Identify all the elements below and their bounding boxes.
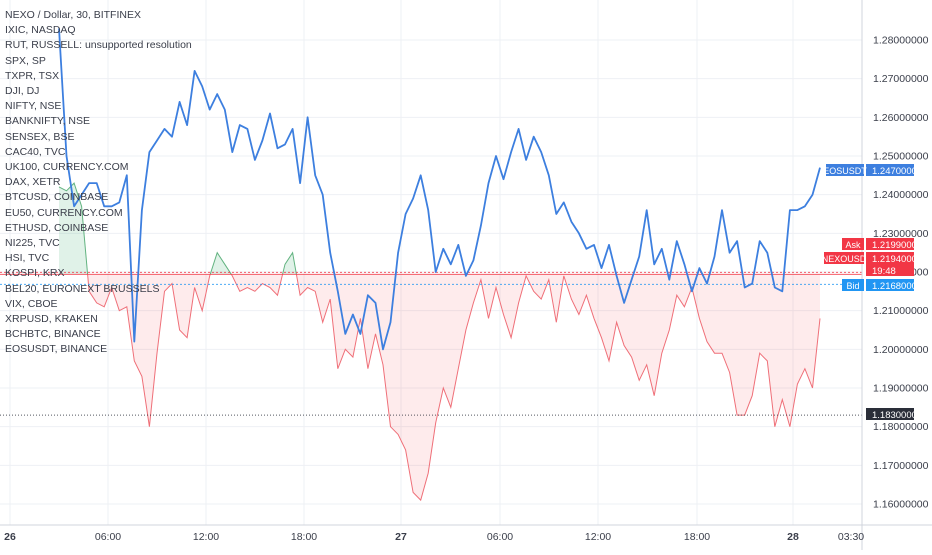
y-tick-label: 1.16000000 [873, 499, 929, 511]
legend-item[interactable]: XRPUSD, KRAKEN [5, 313, 98, 326]
price-label-value: 1.24700000 [872, 166, 922, 177]
y-tick-label: 1.18000000 [873, 421, 929, 433]
price-label-box [866, 279, 914, 291]
legend-item[interactable]: BTCUSD, COINBASE [5, 191, 109, 204]
series-line-nexousd-below [87, 274, 821, 502]
legend-item[interactable]: NI225, TVC [5, 237, 60, 250]
legend-item[interactable]: DJI, DJ [5, 85, 40, 98]
price-label-box [866, 252, 914, 264]
price-label-value: 1.21990000 [872, 240, 922, 251]
legend-item[interactable]: TXPR, TSX [5, 69, 60, 82]
legend: NEXO / Dollar, 30, BITFINEX IXIC, NASDAQ… [5, 8, 192, 358]
series-name-tag [826, 164, 864, 176]
legend-item[interactable]: BANKNIFTY, NSE [5, 115, 90, 128]
y-tick-label: 1.25000000 [873, 151, 929, 163]
series-name-label: Bid [846, 281, 859, 291]
x-tick-label: 28 [787, 531, 799, 543]
legend-item[interactable]: EU50, CURRENCY.COM [5, 206, 123, 219]
series-name-tag [842, 279, 864, 291]
y-tick-label: 1.19000000 [873, 383, 929, 395]
legend-item[interactable]: EOSUSDT, BINANCE [5, 343, 108, 356]
legend-item[interactable]: VIX, CBOE [5, 297, 58, 310]
x-tick-label: 03:30 [838, 531, 864, 543]
x-tick-label: 27 [395, 531, 407, 543]
price-label-value: 1.18300000 [872, 410, 922, 421]
series-name-label: Ask [845, 240, 861, 250]
price-label-value: 1.21680000 [872, 281, 922, 292]
plot-layer [0, 28, 862, 502]
y-tick-label: 1.20000000 [873, 344, 929, 356]
legend-item[interactable]: SENSEX, BSE [5, 130, 75, 143]
x-tick-label: 26 [4, 531, 16, 543]
price-label-value: 1.21940000 [872, 254, 922, 265]
legend-item[interactable]: CAC40, TVC [5, 145, 66, 158]
time-scale[interactable]: 26 06:00 12:00 18:00 27 06:00 12:00 18:00 28 03:3… [0, 524, 932, 543]
y-tick-label: 1.28000000 [873, 35, 929, 47]
symbol-title[interactable]: NEXO / Dollar, 30, BITFINEX [5, 9, 141, 21]
area-below-baseline [87, 274, 820, 501]
legend-item[interactable]: BEL20, EURONEXT BRUSSELS [5, 282, 160, 295]
x-tick-label: 06:00 [487, 531, 513, 543]
legend-item[interactable]: NIFTY, NSE [5, 100, 62, 113]
y-tick-label: 1.27000000 [873, 73, 929, 85]
price-label-value: 19:48 [872, 266, 896, 277]
y-tick-label: 1.23000000 [873, 228, 929, 240]
y-tick-label: 1.24000000 [873, 189, 929, 201]
x-tick-label: 18:00 [684, 531, 710, 543]
price-label-box [866, 164, 914, 176]
y-tick-label: 1.26000000 [873, 112, 929, 124]
x-tick-label: 12:00 [193, 531, 219, 543]
legend-item[interactable]: DAX, XETR [5, 176, 61, 189]
x-tick-label: 12:00 [585, 531, 611, 543]
price-label-box [866, 408, 914, 420]
series-name-tag [824, 252, 864, 264]
legend-item[interactable]: UK100, CURRENCY.COM [5, 161, 129, 174]
series-name-label: EOSUSDT [823, 166, 867, 176]
legend-item[interactable]: HSI, TVC [5, 252, 50, 265]
x-tick-label: 06:00 [95, 531, 121, 543]
series-line-eosusdt [58, 28, 821, 351]
grid-layer [0, 0, 862, 525]
series-name-label: NEXOUSD [822, 254, 867, 264]
legend-item[interactable]: SPX, SP [5, 54, 46, 67]
y-tick-label: 1.21000000 [873, 305, 929, 317]
y-tick-label: 1.17000000 [873, 460, 929, 472]
price-label-box [866, 238, 914, 250]
price-scale[interactable]: 1.28000000 1.27000000 1.26000000 1.25000000… [822, 0, 929, 550]
price-label-box [866, 264, 914, 276]
x-tick-label: 18:00 [291, 531, 317, 543]
legend-item[interactable]: KOSPI, KRX [5, 267, 65, 280]
legend-item[interactable]: BCHBTC, BINANCE [5, 328, 101, 341]
legend-item[interactable]: IXIC, NASDAQ [5, 24, 76, 37]
legend-item[interactable]: RUT, RUSSELL: unsupported resolution [5, 39, 192, 52]
series-name-tag [842, 238, 864, 250]
legend-item[interactable]: ETHUSD, COINBASE [5, 221, 109, 234]
